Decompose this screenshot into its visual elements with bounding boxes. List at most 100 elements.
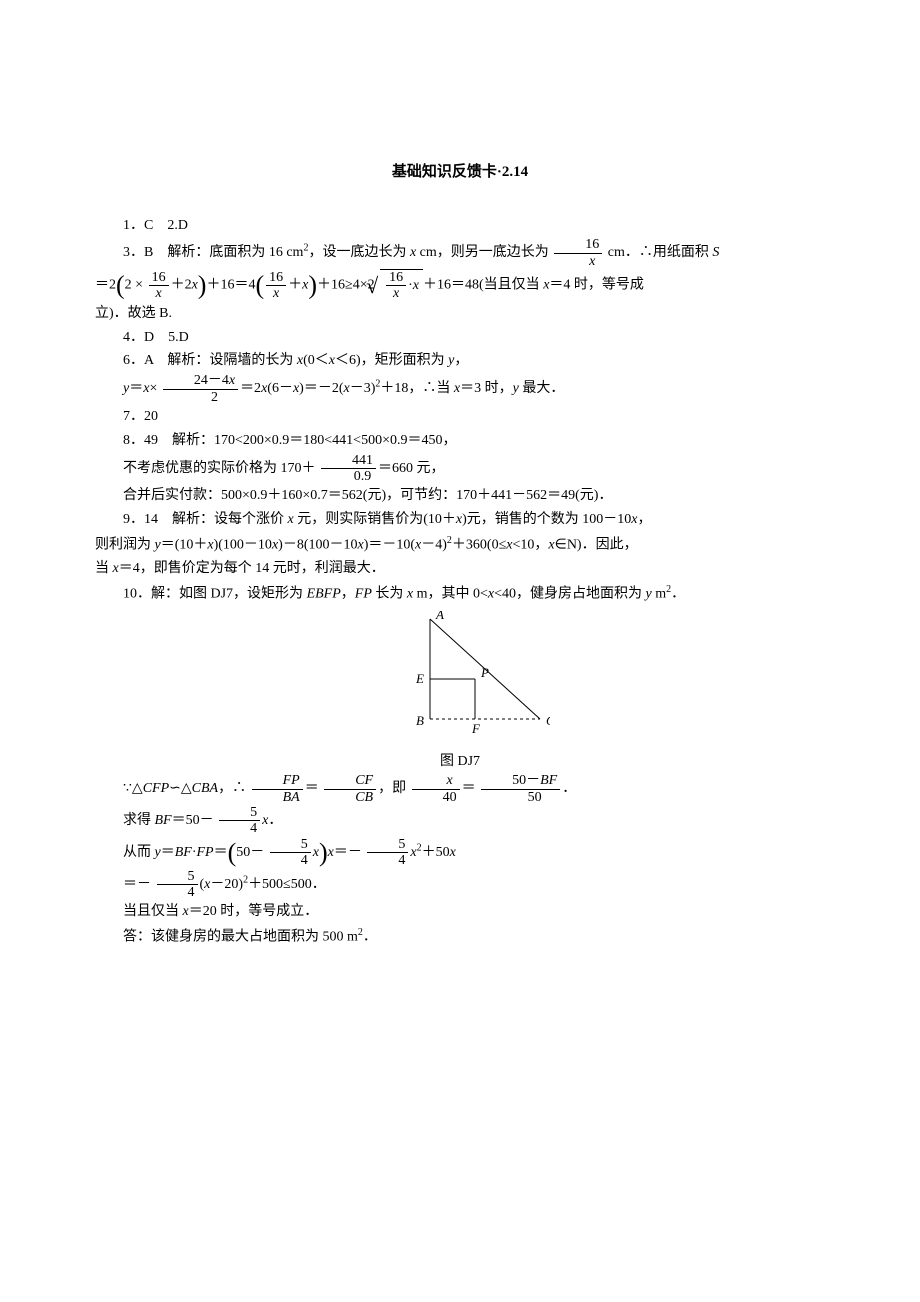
q6l2-f: －3) [350, 381, 376, 396]
lparen: ( [116, 270, 125, 299]
q9-d: ， [638, 512, 652, 527]
answer-q8-line3: 合并后实付款：500×0.9＋160×0.7＝562(元)，可节约：170＋44… [95, 484, 825, 508]
frac-num: FP [252, 773, 303, 789]
q3l2-e: ＋ [288, 278, 302, 293]
y-d: ＝ [214, 845, 228, 860]
q9l2-e: )＝－10( [364, 538, 415, 553]
proof-answer: 答：该健身房的最大占地面积为 500 m2． [95, 924, 825, 949]
answer-q1-q2: 1．C 2.D [95, 214, 825, 238]
frac-5-4: 54 [219, 805, 260, 837]
q9l2-a: 则利润为 [95, 538, 155, 553]
eq-b: ＝20 时，等号成立． [189, 904, 319, 919]
rparen: ) [308, 270, 317, 299]
q6l2-c: ＝2 [240, 381, 261, 396]
frac-FP-BA: FPBA [252, 773, 303, 805]
answer-q6-line1: 6．A 解析：设隔墙的长为 x(0＜x＜6)，矩形面积为 y， [95, 349, 825, 373]
lparen: ( [228, 838, 237, 867]
frac-num: 16 [554, 237, 602, 253]
q6l2-d: (6－ [267, 381, 293, 396]
frac-num: CF [324, 773, 376, 789]
frac-16-over-x-3: 16x [266, 270, 286, 302]
var-BF: BF [540, 773, 557, 788]
frac-den: 4 [219, 821, 260, 836]
q10-d: m，其中 0< [413, 587, 488, 602]
var-x: x [450, 845, 456, 860]
q10-g: ． [671, 587, 685, 602]
q10-e: <40，健身房占地面积为 [494, 587, 645, 602]
frac-den: x [266, 286, 286, 301]
frac-num: 5 [157, 869, 198, 885]
q6l2-e: )＝－2( [299, 381, 343, 396]
y-e: 50－ [236, 845, 264, 860]
frac-24-4x-2: 24－4x2 [163, 373, 238, 405]
frac-den: x [149, 286, 169, 301]
q9l2-f: －4) [421, 538, 447, 553]
ans-a: 答：该健身房的最大占地面积为 500 m [123, 930, 358, 945]
q10-b: ， [341, 587, 355, 602]
frac-num: 24－4x [163, 373, 238, 389]
q6l2-i: 最大． [519, 381, 565, 396]
y-b: ＝ [161, 845, 175, 860]
q6l2-a: ＝ [129, 381, 143, 396]
var-BF: BF [155, 813, 172, 828]
frac-den: BA [252, 790, 303, 805]
svg-text:B: B [416, 713, 424, 728]
var-S: S [712, 245, 719, 260]
answer-q6-line2: y＝x× 24－4x2＝2x(6－x)＝－2(x－3)2＋18，∴当 x＝3 时… [95, 373, 825, 405]
bf-b: ＝50－ [172, 813, 214, 828]
q3l2-b: 2 × [125, 278, 143, 293]
y-g: ＋50 [422, 845, 450, 860]
q3-text-c: cm，则另一底边长为 [416, 245, 549, 260]
var-EBFP: EBFP [307, 587, 341, 602]
frac-den: 4 [270, 853, 311, 868]
triangle-diagram: ABCEPF [370, 611, 550, 739]
answer-q9-line1: 9．14 解析：设每个涨价 x 元，则实际销售价为(10＋x)元，销售的个数为 … [95, 508, 825, 532]
q3-text-b: ，设一底边长为 [308, 245, 410, 260]
q3l2-a: ＝2 [95, 278, 116, 293]
frac-den: 50 [481, 790, 560, 805]
frac-num: 16 [386, 270, 406, 286]
answer-q9-line3: 当 x＝4，即售价定为每个 14 元时，利润最大． [95, 557, 825, 581]
q6-d: ， [454, 353, 468, 368]
q9-a: 9．14 解析：设每个涨价 [123, 512, 288, 527]
y-f: ＝－ [334, 845, 362, 860]
figure-caption: 图 DJ7 [95, 750, 825, 774]
q9-c: )元，销售的个数为 100－10 [462, 512, 631, 527]
proof-eq: 当且仅当 x＝20 时，等号成立． [95, 900, 825, 924]
q8-b: 不考虑优惠的实际价格为 170＋ [123, 461, 316, 476]
q8-c: ＝660 元， [378, 461, 445, 476]
q3l2-d: ＋16＝4 [206, 278, 255, 293]
frac-5-4-d: 54 [157, 869, 198, 901]
svg-text:E: E [415, 671, 424, 686]
var-FP: FP [355, 587, 372, 602]
answer-q9-line2: 则利润为 y＝(10＋x)(100－10x)－8(100－10x)＝－10(x－… [95, 532, 825, 557]
var-x: x [413, 278, 419, 293]
svg-text:A: A [435, 611, 444, 622]
frac-num: 16 [266, 270, 286, 286]
answer-q7: 7．20 [95, 405, 825, 429]
frac-num: 441 [321, 453, 376, 469]
sim-a: ∵△ [123, 781, 143, 796]
q3-text-a: 3．B 解析：底面积为 16 cm [123, 245, 303, 260]
q9l2-c: )(100－10 [214, 538, 272, 553]
num-text: 24－4 [194, 373, 229, 388]
q9l2-g: ＋360(0≤ [452, 538, 506, 553]
q3l2-c: ＋2 [171, 278, 192, 293]
rparen: ) [319, 838, 328, 867]
sim-f: ＝ [462, 781, 476, 796]
q9l3-b: ＝4，即售价定为每个 14 元时，利润最大． [119, 561, 385, 576]
frac-16-over-x: 16x [554, 237, 602, 269]
answer-q3-line2: ＝2(2 × 16x＋2x)＋16＝4(16x＋x)＋16≥4×2 16x·x＋… [95, 269, 825, 302]
eq-a: 当且仅当 [123, 904, 183, 919]
page-title: 基础知识反馈卡·2.14 [95, 160, 825, 186]
frac-50BF-50: 50－BF50 [481, 773, 560, 805]
frac-5-4-c: 54 [367, 837, 408, 869]
sim-e: ，即 [378, 781, 406, 796]
diagram-dj7: ABCEPF [95, 611, 825, 748]
answer-q3-line3: 立)．故选 B. [95, 302, 825, 326]
var-BF: BF [175, 845, 192, 860]
answer-q4-q5: 4．D 5.D [95, 326, 825, 350]
frac-num: 50－BF [481, 773, 560, 789]
frac-num: 16 [149, 270, 169, 286]
proof-y: 从而 y＝BF·FP＝(50－ 54x)x＝－ 54x2＋50x [95, 837, 825, 869]
